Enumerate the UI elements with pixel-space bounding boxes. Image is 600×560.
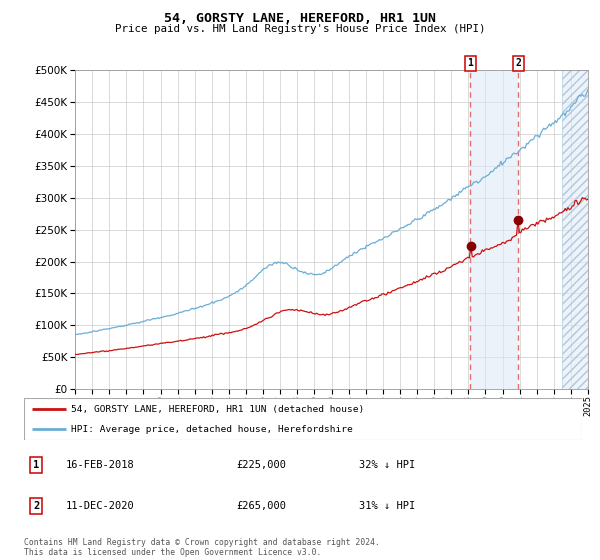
Text: 11-DEC-2020: 11-DEC-2020 (66, 501, 134, 511)
Text: 54, GORSTY LANE, HEREFORD, HR1 1UN (detached house): 54, GORSTY LANE, HEREFORD, HR1 1UN (deta… (71, 405, 365, 414)
Text: HPI: Average price, detached house, Herefordshire: HPI: Average price, detached house, Here… (71, 424, 353, 433)
Text: £265,000: £265,000 (236, 501, 286, 511)
Text: 31% ↓ HPI: 31% ↓ HPI (359, 501, 415, 511)
Text: Contains HM Land Registry data © Crown copyright and database right 2024.
This d: Contains HM Land Registry data © Crown c… (24, 538, 380, 557)
Text: 16-FEB-2018: 16-FEB-2018 (66, 460, 134, 470)
Text: £225,000: £225,000 (236, 460, 286, 470)
Bar (562, 70, 588, 389)
Text: 2: 2 (515, 58, 521, 68)
Bar (470, 70, 518, 389)
Text: 1: 1 (33, 460, 40, 470)
Text: 32% ↓ HPI: 32% ↓ HPI (359, 460, 415, 470)
Text: 2: 2 (33, 501, 40, 511)
Text: Price paid vs. HM Land Registry's House Price Index (HPI): Price paid vs. HM Land Registry's House … (115, 24, 485, 34)
Text: 54, GORSTY LANE, HEREFORD, HR1 1UN: 54, GORSTY LANE, HEREFORD, HR1 1UN (164, 12, 436, 25)
Bar (562, 70, 588, 389)
Text: 1: 1 (467, 58, 473, 68)
